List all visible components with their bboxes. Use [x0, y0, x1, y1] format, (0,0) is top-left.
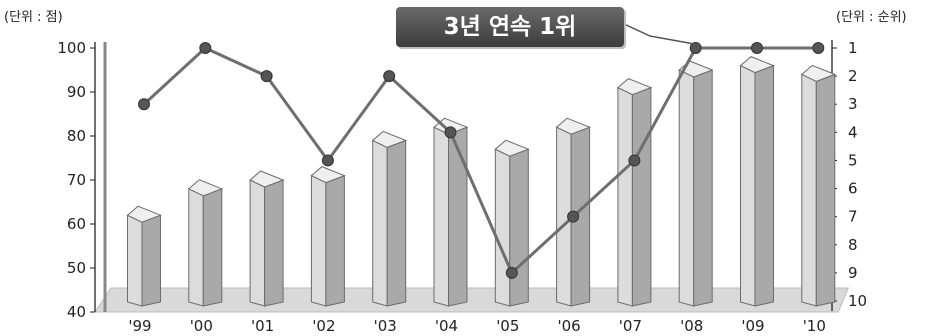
left-tick-label: 60: [67, 215, 86, 233]
rank-point: [260, 70, 273, 83]
bar-top: [494, 139, 530, 157]
x-tick-label: '03: [374, 317, 397, 335]
bar-top: [739, 56, 775, 74]
rank-point: [751, 42, 763, 54]
callout-pointer: [623, 23, 701, 46]
right-tick-label: 3: [848, 95, 858, 113]
bar-side: [509, 148, 529, 307]
right-tick-label: 6: [848, 180, 858, 198]
bar-face: [433, 126, 449, 307]
annotation-callout: 3년 연속 1위: [396, 7, 624, 47]
bar-face: [310, 174, 327, 307]
rank-point: [138, 98, 150, 111]
bar-top: [126, 205, 162, 223]
x-tick-label: '10: [803, 317, 826, 335]
right-axis-unit-label: (단위 : 순위): [836, 10, 907, 25]
x-tick-label: '02: [312, 317, 335, 335]
left-tick-label: 80: [67, 127, 86, 145]
x-tick-label: '04: [435, 317, 458, 335]
bar-top: [310, 166, 346, 184]
right-tick-label: 8: [848, 236, 858, 254]
bar-face: [801, 73, 817, 307]
bar-face: [617, 86, 633, 307]
rank-point: [567, 210, 580, 223]
bar-side: [264, 179, 284, 307]
right-tick-label: 7: [848, 208, 858, 226]
bar-top: [555, 117, 591, 135]
bar-face: [740, 64, 756, 307]
x-tick-label: '01: [251, 317, 274, 335]
x-tick-label: '09: [741, 317, 764, 335]
bar-side: [202, 188, 223, 307]
bar-side: [631, 86, 652, 307]
bar-top: [371, 130, 408, 148]
rank-point: [812, 42, 825, 54]
bar-top: [249, 170, 285, 188]
bar-side: [448, 126, 468, 307]
x-tick-label: '08: [680, 317, 703, 335]
rank-point: [505, 266, 518, 279]
bar-side: [693, 69, 713, 307]
right-tick-label: 1: [848, 39, 858, 57]
bar-face: [494, 148, 511, 307]
right-tick-label: 5: [848, 151, 858, 169]
bar-face: [678, 69, 695, 307]
x-tick-label: '00: [190, 317, 213, 335]
bar-face: [249, 179, 266, 307]
bar-side: [754, 64, 774, 307]
bar-side: [325, 174, 345, 307]
x-tick-label: '99: [128, 317, 151, 335]
x-tick-label: '05: [496, 317, 519, 335]
bar-face: [188, 188, 204, 307]
bar-side: [141, 214, 161, 307]
left-tick-label: 50: [67, 259, 86, 277]
bar-face: [127, 214, 143, 307]
right-tick-label: 9: [848, 264, 858, 282]
rank-point: [444, 126, 457, 139]
right-tick-label: 2: [848, 67, 858, 85]
bar-top: [433, 117, 469, 135]
rank-point: [321, 154, 334, 167]
right-tick-label: 10: [848, 292, 867, 310]
left-tick-label: 100: [57, 39, 86, 57]
bar-top: [800, 64, 837, 82]
left-axis-unit-label: (단위 : 점): [4, 10, 63, 25]
left-tick-label: 40: [67, 303, 86, 321]
x-tick-label: '07: [619, 317, 642, 335]
rank-line: [142, 46, 819, 275]
rank-point: [199, 42, 212, 54]
bar-side: [815, 73, 836, 307]
left-tick-label: 90: [67, 83, 86, 101]
bar-side: [386, 139, 407, 307]
bar-top: [187, 179, 224, 197]
x-tick-label: '06: [557, 317, 580, 335]
bar-top: [616, 78, 653, 96]
bar-face: [372, 139, 388, 307]
left-tick-label: 70: [67, 171, 86, 189]
right-tick-label: 4: [848, 123, 858, 141]
rank-point: [628, 154, 641, 167]
rank-point: [383, 70, 396, 83]
